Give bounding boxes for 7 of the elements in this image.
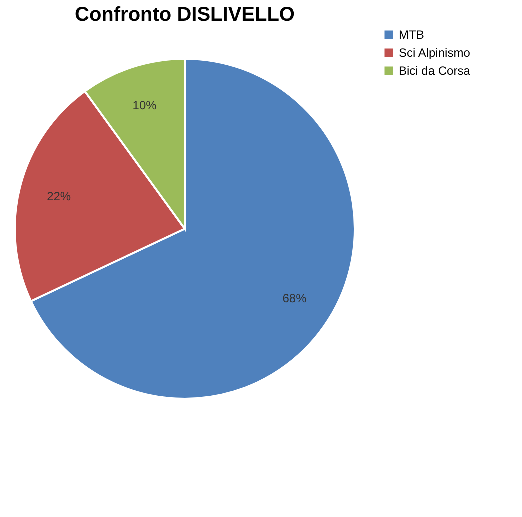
chart-title: Confronto DISLIVELLO [75, 4, 295, 26]
data-label: 10% [132, 98, 158, 112]
data-label: 22% [47, 190, 72, 204]
data-label: 68% [282, 292, 308, 306]
legend-label: Sci Alpinismo [399, 46, 471, 60]
legend-label: MTB [399, 28, 424, 42]
legend-label: Bici da Corsa [399, 64, 471, 78]
